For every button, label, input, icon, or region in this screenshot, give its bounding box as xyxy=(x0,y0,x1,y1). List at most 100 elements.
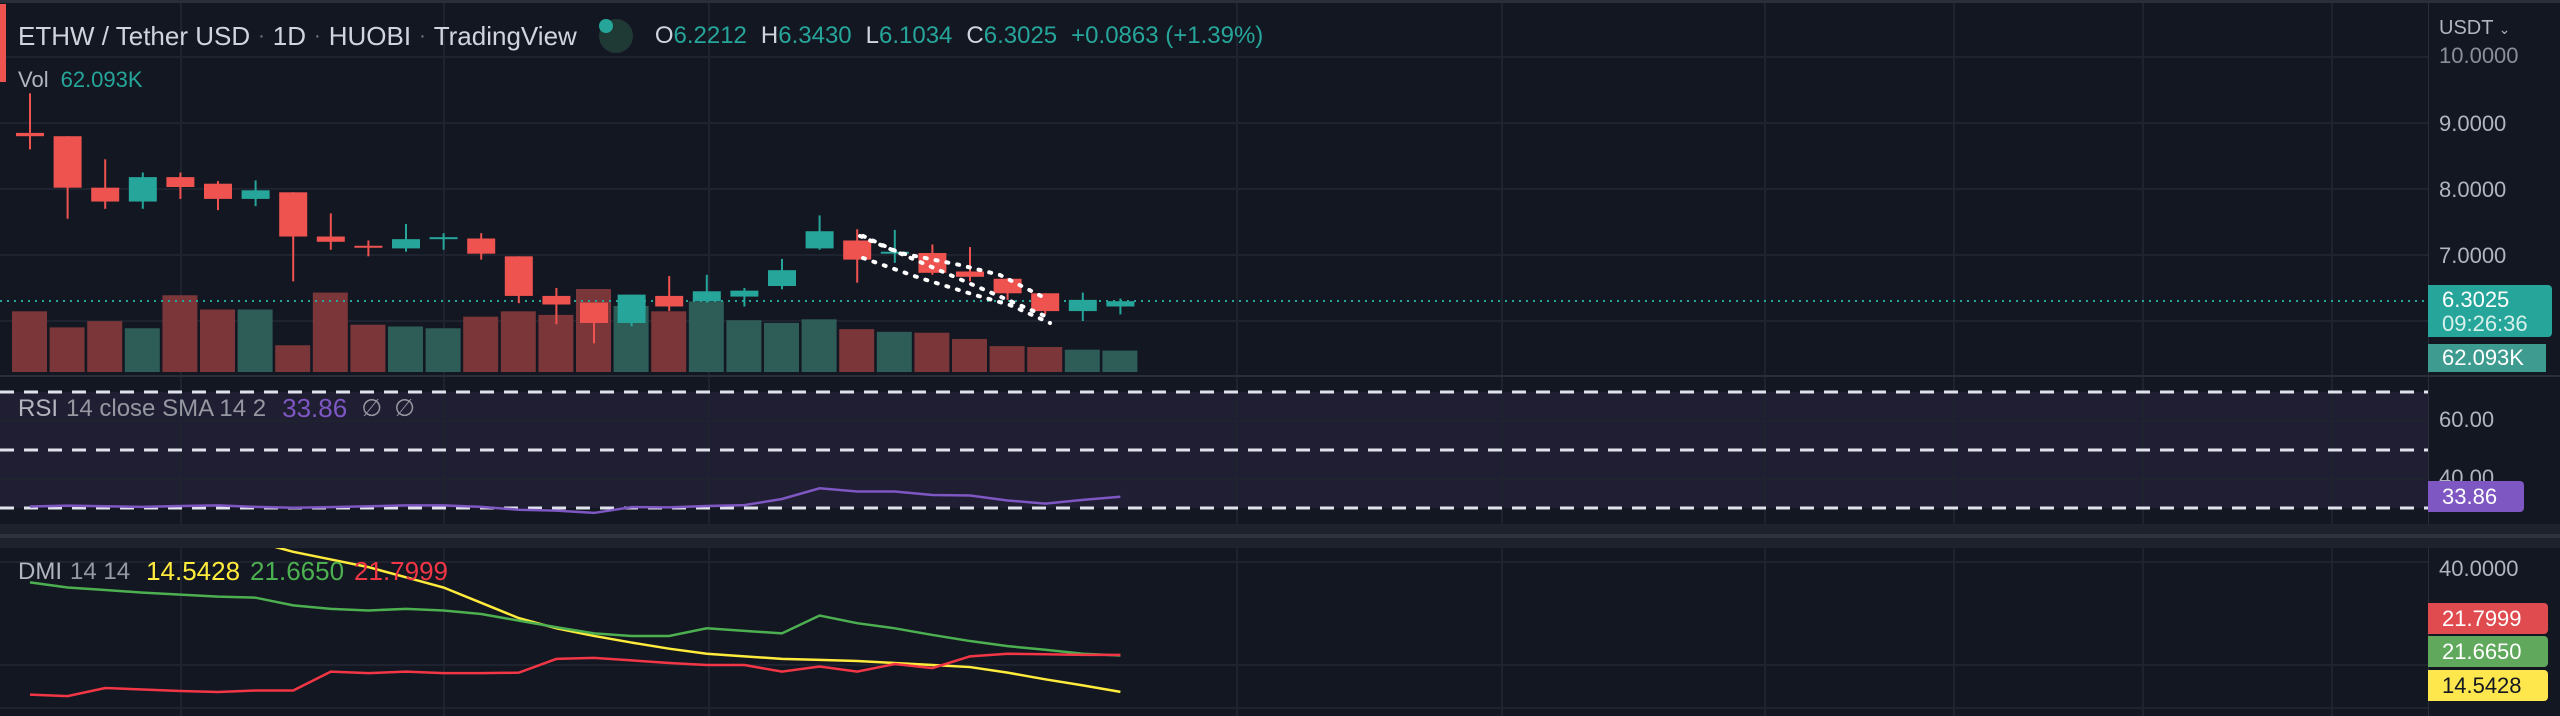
chevron-down-icon: ⌄ xyxy=(2498,21,2511,37)
candle-body xyxy=(166,177,195,188)
volume-bar xyxy=(500,311,536,372)
volume-label: Vol xyxy=(18,67,49,92)
volume-bar xyxy=(124,328,160,372)
volume-bar xyxy=(425,328,461,372)
candle-body xyxy=(504,256,533,296)
volume-bar xyxy=(1064,349,1100,372)
volume-bar xyxy=(914,332,950,372)
empty-value-icon: ∅ xyxy=(394,395,416,422)
bar-countdown: 09:26:36 xyxy=(2442,311,2528,336)
pane-separator[interactable] xyxy=(0,375,2560,377)
rsi-label: RSI xyxy=(18,394,59,422)
plus-di-tag: 21.6650 xyxy=(2428,636,2548,667)
adx-value: 14.5428 xyxy=(146,556,241,586)
volume-bar xyxy=(162,295,198,372)
volume-bar xyxy=(350,324,386,372)
exchange-label: HUOBI xyxy=(328,20,412,51)
rsi-pane[interactable]: RSI 14 close SMA 14 2 33.86 ∅ ∅ xyxy=(0,377,2428,524)
open-value: 6.2212 xyxy=(673,22,747,49)
adx-line xyxy=(274,548,1121,694)
dmi-legend[interactable]: DMI 14 14 14.5428 21.6650 21.7999 xyxy=(18,556,448,587)
volume-value: 62.093K xyxy=(60,67,143,92)
market-open-status-icon[interactable] xyxy=(598,19,633,53)
close-value: 6.3025 xyxy=(983,22,1058,49)
dmi-chart[interactable] xyxy=(0,548,2428,716)
volume-bar xyxy=(801,319,837,372)
candle-body xyxy=(16,132,44,137)
adx-tag: 14.5428 xyxy=(2428,670,2548,701)
currency-label: USDT xyxy=(2439,17,2494,39)
last-price: 6.3025 xyxy=(2442,287,2510,312)
price-tick: 10.0000 xyxy=(2439,43,2519,68)
candle-body xyxy=(53,136,82,188)
plus-di-line xyxy=(29,581,1121,657)
low-value: 6.1034 xyxy=(879,22,953,49)
volume-bar xyxy=(839,329,875,372)
dmi-label: DMI xyxy=(18,557,62,585)
volume-legend[interactable]: Vol 62.093K xyxy=(18,67,143,93)
candle-body xyxy=(279,192,308,237)
candle-body xyxy=(241,190,270,199)
rsi-line xyxy=(29,487,1121,515)
candle-body xyxy=(467,238,496,254)
candle-body xyxy=(880,251,909,254)
candle-body xyxy=(617,294,646,323)
candle-body xyxy=(91,187,120,202)
candle-body xyxy=(1068,299,1097,312)
price-pane[interactable]: ETHW / Tether USD · 1D · HUOBI · Trading… xyxy=(0,3,2428,375)
volume-bar xyxy=(388,326,423,372)
candle-body xyxy=(956,271,984,277)
candle-body xyxy=(655,295,684,307)
currency-selector[interactable]: USDT ⌄ xyxy=(2439,17,2510,40)
empty-value-icon: ∅ xyxy=(361,395,383,422)
dmi-params: 14 14 xyxy=(70,557,131,585)
volume-bar xyxy=(200,309,235,372)
symbol-legend: ETHW / Tether USD · 1D · HUOBI · Trading… xyxy=(18,19,1263,53)
interval-label[interactable]: 1D xyxy=(272,20,307,51)
trend-channel-upper xyxy=(858,234,1047,318)
candle-body xyxy=(1106,301,1135,307)
candle-body xyxy=(1031,293,1060,312)
volume-bar xyxy=(651,311,687,372)
candle-body xyxy=(768,270,796,287)
candle-body xyxy=(128,177,157,202)
trend-channel-lower xyxy=(861,256,1052,325)
volume-bar xyxy=(1102,350,1138,372)
volume-bar xyxy=(538,314,574,372)
candle-body xyxy=(843,240,872,260)
rsi-legend[interactable]: RSI 14 close SMA 14 2 33.86 ∅ ∅ xyxy=(18,393,415,424)
low-label: L xyxy=(865,22,879,49)
close-label: C xyxy=(966,22,984,49)
volume-bar xyxy=(952,338,987,372)
volume-bar xyxy=(275,345,311,372)
separator-dot: · xyxy=(419,24,426,47)
symbol-name[interactable]: ETHW / Tether USD xyxy=(18,20,251,51)
separator-dot: · xyxy=(314,24,321,47)
candle-body xyxy=(993,278,1022,294)
minus-di-line xyxy=(29,652,1121,698)
last-volume-tag: 62.093K xyxy=(2428,344,2546,372)
volume-bar xyxy=(688,301,724,372)
rsi-value-tag: 33.86 xyxy=(2428,481,2524,512)
volume-bar xyxy=(12,311,47,372)
volume-bar xyxy=(312,292,348,372)
candle-body xyxy=(542,295,571,305)
price-out-of-range-marker xyxy=(0,4,6,82)
change-value: +0.0863 (+1.39%) xyxy=(1071,22,1264,49)
candle-body xyxy=(692,291,721,302)
price-tick: 9.0000 xyxy=(2439,111,2507,136)
minus-di-tag: 21.7999 xyxy=(2428,603,2548,634)
candlestick-chart[interactable] xyxy=(0,3,2428,375)
candle-body xyxy=(354,245,383,248)
pane-resize-handle[interactable] xyxy=(0,534,2560,538)
volume-bar xyxy=(726,320,762,372)
dmi-pane[interactable]: DMI 14 14 14.5428 21.6650 21.7999 xyxy=(0,548,2428,716)
candle-body xyxy=(204,183,232,199)
candle-body xyxy=(580,302,608,323)
rsi-chart[interactable] xyxy=(0,377,2428,524)
top-border xyxy=(0,0,2560,3)
candle-body xyxy=(805,231,834,249)
minus-di-value: 21.7999 xyxy=(354,556,449,586)
volume-bar xyxy=(1027,347,1063,372)
price-tick: 7.0000 xyxy=(2439,243,2507,268)
